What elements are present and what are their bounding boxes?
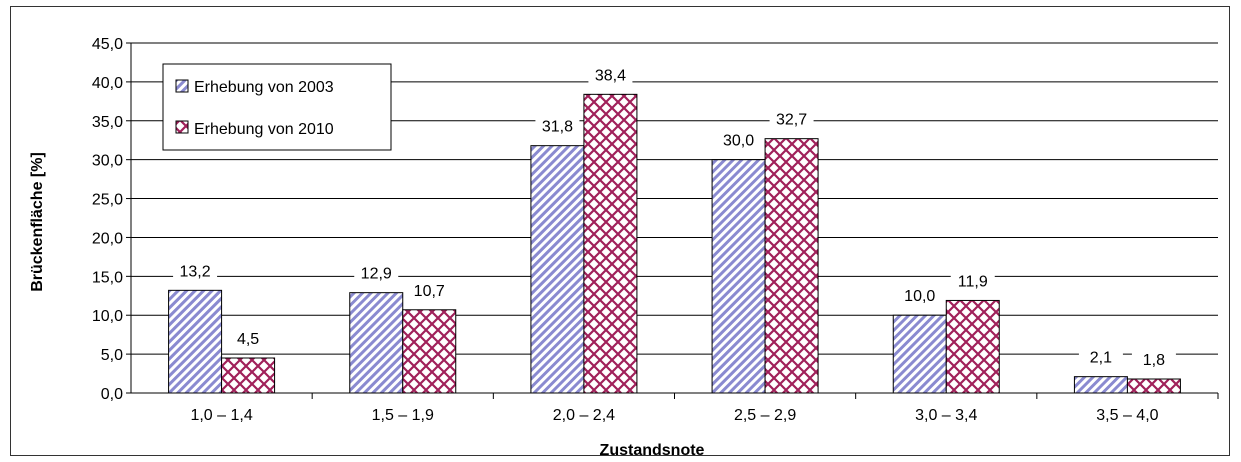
data-label-bg-0-5 xyxy=(1078,346,1123,369)
bar-2003-1 xyxy=(349,292,404,394)
legend-swatch-2010 xyxy=(175,120,189,134)
data-label-2003-4: 10,0 xyxy=(904,288,935,305)
data-label-bg-1-3 xyxy=(769,108,814,131)
x-tick-label-0: 1,0 – 1,4 xyxy=(190,407,252,424)
y-tick-label-7: 35,0 xyxy=(92,114,123,131)
axes: 0,0 5,0 10,0 15,0 20,0 25,0 30,0 35,0 40,0 45,0 1,… xyxy=(92,36,1219,424)
bar-2003-5 xyxy=(1073,376,1128,394)
data-labels: 13,2 4,5 12,9 10,7 31,8 38,4 30,0 32,7 10,0 11,9 2… xyxy=(173,64,1176,371)
gridlines xyxy=(131,42,1218,355)
legend-label-2010: Erhebung von 2010 xyxy=(194,121,334,138)
data-label-bg-1-0 xyxy=(226,328,271,350)
data-label-2003-2: 31,8 xyxy=(542,119,573,136)
x-axis-title: Zustandsnote xyxy=(600,442,705,459)
legend: Erhebung von 2003 Erhebung von 2010 xyxy=(162,63,392,151)
x-tick-label-3: 2,5 – 2,9 xyxy=(734,407,796,424)
y-axis-title: Brückenfläche [%] xyxy=(29,152,46,292)
y-tick-label-8: 40,0 xyxy=(92,75,123,92)
data-label-bg-0-2 xyxy=(535,115,580,138)
data-label-2010-4: 11,9 xyxy=(958,273,988,290)
y-tick-label-3: 15,0 xyxy=(92,269,123,286)
bar-2010-2 xyxy=(583,93,638,394)
data-label-2010-0: 4,5 xyxy=(237,331,259,348)
data-label-bg-1-2 xyxy=(588,64,633,87)
data-label-2010-3: 32,7 xyxy=(776,112,807,129)
data-label-2010-1: 10,7 xyxy=(414,283,445,300)
bar-2010-1 xyxy=(402,309,457,394)
data-label-bg-0-4 xyxy=(897,285,942,308)
data-label-2003-5: 2,1 xyxy=(1090,350,1112,367)
data-label-2003-3: 30,0 xyxy=(723,133,754,150)
data-label-bg-0-3 xyxy=(716,129,761,152)
legend-label-2003: Erhebung von 2003 xyxy=(194,79,334,96)
data-label-2010-5: 1,8 xyxy=(1143,352,1165,369)
legend-box xyxy=(162,63,392,151)
x-tick-label-2: 2,0 – 2,4 xyxy=(553,407,615,424)
data-label-2003-1: 12,9 xyxy=(361,266,392,283)
x-tick-label-4: 3,0 – 3,4 xyxy=(915,407,977,424)
data-label-2010-2: 38,4 xyxy=(595,67,626,84)
y-tick-label-5: 25,0 xyxy=(92,192,123,209)
bar-2010-0 xyxy=(221,357,276,394)
y-tick-label-4: 20,0 xyxy=(92,230,123,247)
y-tick-label-2: 10,0 xyxy=(92,308,123,325)
y-tick-label-9: 45,0 xyxy=(92,36,123,53)
bar-2003-0 xyxy=(168,289,223,394)
legend-swatch-2003 xyxy=(175,79,189,93)
y-tick-label-1: 5,0 xyxy=(101,347,123,364)
x-tick-label-5: 3,5 – 4,0 xyxy=(1096,407,1158,424)
bar-2003-4 xyxy=(892,314,947,394)
data-label-bg-1-1 xyxy=(407,279,452,302)
bar-2010-4 xyxy=(945,299,1000,394)
data-label-bg-1-5 xyxy=(1131,349,1176,371)
bar-2003-2 xyxy=(530,145,585,394)
x-tick-label-1: 1,5 – 1,9 xyxy=(372,407,434,424)
bar-2010-5 xyxy=(1126,378,1181,394)
y-tick-label-6: 30,0 xyxy=(92,153,123,170)
data-label-bg-0-0 xyxy=(173,260,218,283)
data-label-bg-1-4 xyxy=(950,270,995,293)
data-label-bg-0-1 xyxy=(354,262,399,285)
data-label-2003-0: 13,2 xyxy=(180,263,211,280)
y-tick-label-0: 0,0 xyxy=(101,386,123,403)
bar-2003-3 xyxy=(711,159,766,394)
bar-2010-3 xyxy=(764,138,819,394)
bars xyxy=(168,93,1181,394)
